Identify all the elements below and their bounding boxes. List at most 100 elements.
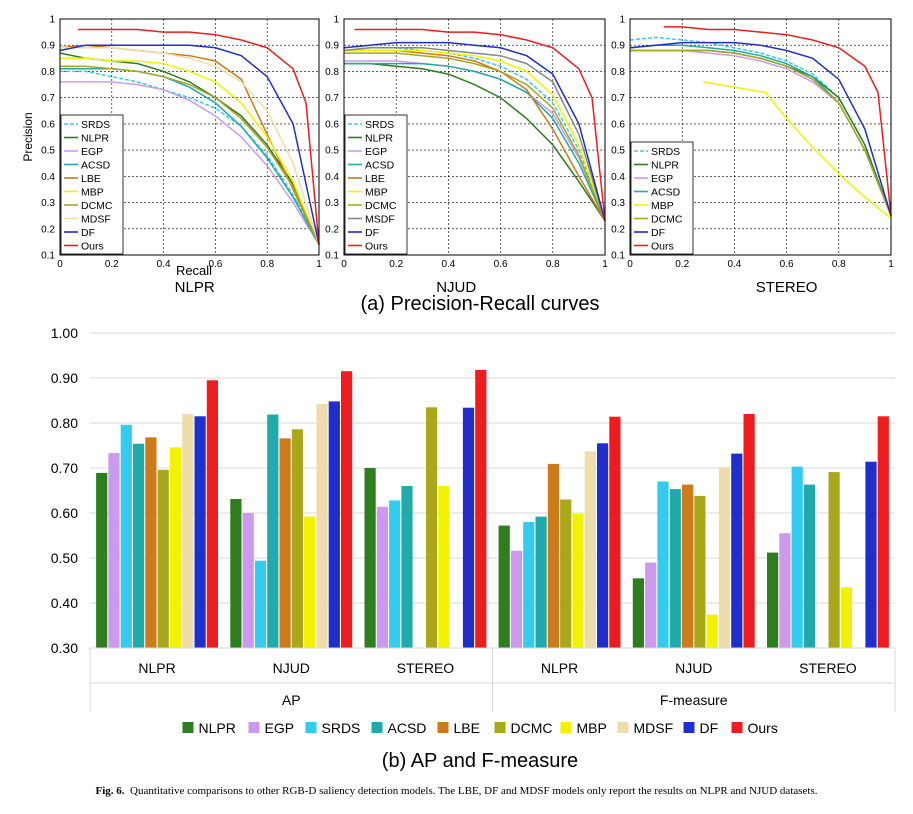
- bar-ours: [341, 371, 353, 648]
- legend-label: EGP: [365, 146, 387, 158]
- series-line-df: [59, 44, 320, 245]
- bar-mdsf: [182, 414, 194, 648]
- bar-ours: [877, 416, 889, 649]
- y-tick-label: 0.2: [611, 224, 625, 235]
- bar-df: [328, 401, 340, 648]
- group-label: AP: [282, 692, 301, 708]
- bar-egp: [779, 533, 791, 649]
- pr-chart-nlpr: 0.1 0.2 0.3 0.4 0.5 0.6 0.7 0.8 0.9 1 0 0.2 0.4 0.6 0.…: [21, 15, 322, 297]
- figure-caption-text: Quantitative comparisons to other RGB-D …: [130, 785, 818, 797]
- y-tick-label: 0.7: [611, 93, 625, 104]
- category-label: NJUD: [675, 660, 712, 676]
- legend-label: EGP: [651, 173, 673, 185]
- bar-srds: [523, 522, 535, 648]
- y-tick-label: 0.3: [41, 198, 55, 209]
- plot-frame: [343, 18, 606, 256]
- legend-label: MDSF: [634, 720, 674, 736]
- bar-dcmc: [291, 429, 303, 648]
- y-tick-label: 0.7: [325, 93, 339, 104]
- bar-df: [865, 461, 877, 648]
- y-tick-label: 1: [333, 15, 339, 26]
- figure: 0.1 0.2 0.3 0.4 0.5 0.6 0.7 0.8 0.9 1 0 0.2 0.4 0.6 0.…: [21, 15, 896, 772]
- bar-srds: [389, 500, 401, 648]
- series-line-ours: [663, 26, 892, 216]
- series-line-dcmc: [630, 49, 892, 216]
- bar-dcmc: [694, 495, 706, 648]
- bar-df: [731, 453, 743, 648]
- y-tick-label: 0.9: [41, 41, 55, 52]
- y-tick-label: 0.8: [611, 67, 625, 78]
- legend-label: NLPR: [81, 133, 109, 145]
- series-line-egp: [60, 81, 320, 245]
- x-tick-label: 0.6: [494, 259, 508, 270]
- y-tick-label: 0.6: [41, 119, 55, 130]
- legend-swatch: [494, 722, 506, 733]
- bar-srds: [120, 424, 132, 648]
- bar-egp: [108, 453, 120, 648]
- bar-srds: [254, 560, 267, 648]
- legend-label: ACSD: [365, 160, 395, 172]
- plot-frame: [59, 18, 320, 256]
- bar-acsd: [267, 414, 279, 648]
- x-tick-label: 0: [627, 259, 633, 270]
- x-tick-label: 0: [341, 259, 347, 270]
- legend-box: [630, 141, 694, 255]
- bar-nlpr: [632, 578, 644, 649]
- category-label: NLPR: [541, 660, 578, 676]
- series-line-dcmc: [60, 65, 320, 245]
- legend-label: SRDS: [365, 119, 394, 131]
- legend-swatch: [731, 722, 743, 733]
- x-tick-label: 0.2: [389, 259, 403, 270]
- figure-label: Fig. 6.: [95, 785, 125, 797]
- y-tick-label: 0.1: [611, 251, 625, 262]
- legend-label: MSDF: [365, 214, 395, 226]
- y-tick-label: 0.4: [41, 172, 55, 183]
- y-tick-label: 0.3: [325, 198, 339, 209]
- bar-egp: [376, 506, 388, 648]
- bar-nlpr: [230, 499, 242, 648]
- bar-acsd: [535, 516, 547, 648]
- series-line-df: [343, 41, 606, 222]
- bar-mbp: [438, 486, 450, 648]
- y-tick-label: 0.50: [51, 550, 78, 566]
- x-tick-label: 0.2: [105, 259, 119, 270]
- series-line-mbp: [60, 57, 320, 245]
- bar-lbe: [145, 437, 157, 648]
- bar-mdsf: [584, 451, 596, 648]
- bar-df: [194, 416, 206, 649]
- figure-caption: Fig. 6. Quantitative comparisons to othe…: [0, 785, 913, 797]
- legend-label: DCMC: [651, 214, 683, 226]
- legend-label: NLPR: [651, 160, 679, 172]
- bar-lbe: [682, 484, 694, 648]
- bar-mbp: [169, 447, 182, 648]
- legend-label: ACSD: [388, 720, 427, 736]
- legend-swatch: [437, 722, 449, 733]
- legend-swatch: [617, 722, 629, 733]
- series-line-mdsf: [60, 47, 320, 245]
- y-tick-label: 0.4: [611, 172, 625, 183]
- series-line-df: [629, 41, 892, 216]
- legend-label: MDSF: [81, 214, 111, 226]
- y-tick-label: 0.6: [611, 119, 625, 130]
- chart-title: NJUD: [436, 279, 476, 296]
- legend-label: DF: [365, 227, 379, 239]
- chart-title: STEREO: [756, 279, 818, 296]
- x-tick-label: 0.4: [157, 259, 171, 270]
- legend-label: LBE: [81, 173, 101, 185]
- category-label: NLPR: [138, 660, 175, 676]
- y-tick-label: 0.9: [611, 41, 625, 52]
- y-tick-label: 0.40: [51, 595, 78, 611]
- legend-label: EGP: [265, 720, 295, 736]
- legend-label: LBE: [454, 720, 480, 736]
- legend-label: DCMC: [365, 200, 397, 212]
- pr-chart-njud: 0.1 0.2 0.3 0.4 0.5 0.6 0.7 0.8 0.9 1 0 0.2 0.4 0.6 0.…: [325, 15, 608, 297]
- y-tick-label: 0.60: [51, 505, 78, 521]
- bar-egp: [242, 513, 254, 648]
- legend-label: MBP: [365, 187, 388, 199]
- legend-swatch: [560, 722, 572, 733]
- subtitle-pr: (a) Precision-Recall curves: [361, 293, 600, 315]
- legend-swatch: [182, 722, 194, 733]
- y-tick-label: 1: [619, 15, 625, 26]
- y-tick-label: 0.2: [41, 224, 55, 235]
- series-line-acsd: [344, 62, 606, 222]
